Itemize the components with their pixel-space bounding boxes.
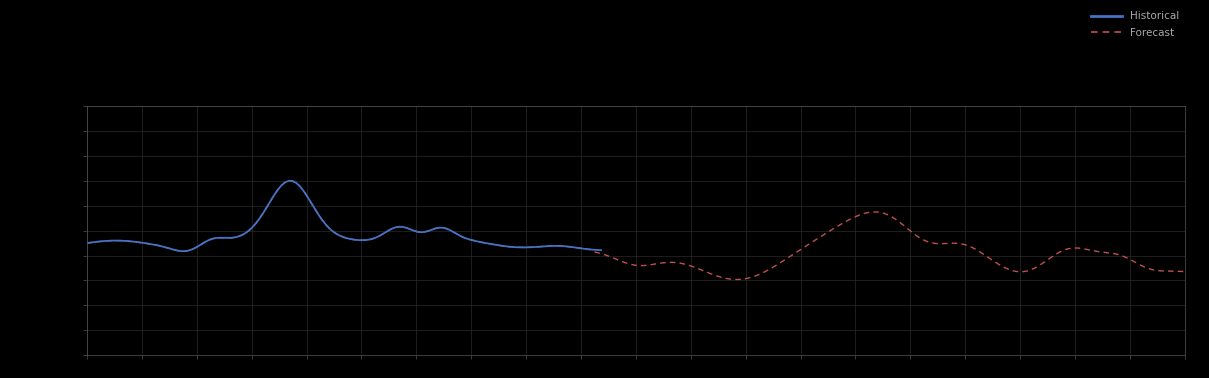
Legend: Historical, Forecast: Historical, Forecast	[1091, 11, 1180, 37]
